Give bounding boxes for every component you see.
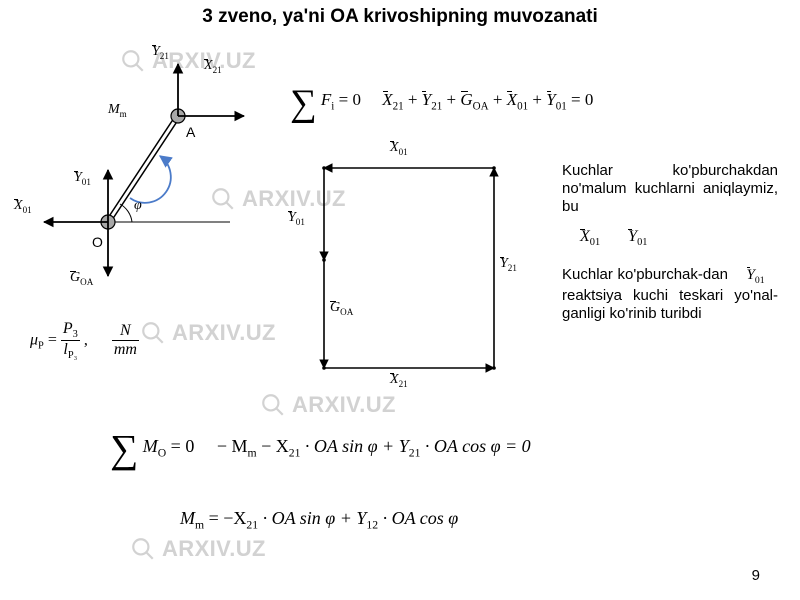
poly-goa: GOA — [330, 300, 353, 317]
poly-x21: X21 — [390, 372, 408, 389]
point-a-label: A — [186, 124, 195, 140]
poly-x01: X01 — [390, 140, 408, 157]
page-title: 3 zveno, ya'ni OA krivoshipning muvozana… — [0, 6, 800, 28]
x21-label: X21 — [204, 58, 222, 75]
watermark: ARXIV.UZ — [130, 536, 266, 562]
poly-y01: Y01 — [288, 210, 305, 227]
goa-label: GOA — [70, 270, 93, 287]
y21-label: Y21 — [152, 44, 169, 61]
vectors-x01-y01: X01 Y01 — [580, 228, 647, 248]
x01-label: X01 — [14, 198, 32, 215]
watermark: ARXIV.UZ — [260, 392, 396, 418]
eq-mu-p: μP = P3 lP₃ , N mm — [30, 320, 139, 361]
y01-label: Y01 — [74, 170, 91, 187]
eq-sum-m: ∑ MO = 0 − Mm − X21 · OA sin φ + Y21 · O… — [110, 436, 531, 464]
explanation-1: Kuchlar ko'pburchakdan no'malum kuchlarn… — [562, 162, 778, 216]
eq-mm: Mm = −X21 · OA sin φ + Y12 · OA cos φ — [180, 508, 458, 532]
explanation-2: Kuchlar ko'pburchak-dan Y01 reaktsiya ku… — [562, 266, 778, 323]
page-number: 9 — [752, 567, 760, 584]
mm-label: Mm — [108, 102, 127, 119]
phi-label: φ — [134, 198, 142, 214]
watermark: ARXIV.UZ — [140, 320, 276, 346]
eq-sum-f: ∑ Fi = 0 X21 + Y21 + GOA + X01 + Y01 = 0 — [290, 90, 593, 117]
poly-y21: Y21 — [500, 256, 517, 273]
force-polygon — [300, 150, 520, 390]
crank-diagram — [0, 40, 300, 300]
point-o-label: O — [92, 234, 103, 250]
